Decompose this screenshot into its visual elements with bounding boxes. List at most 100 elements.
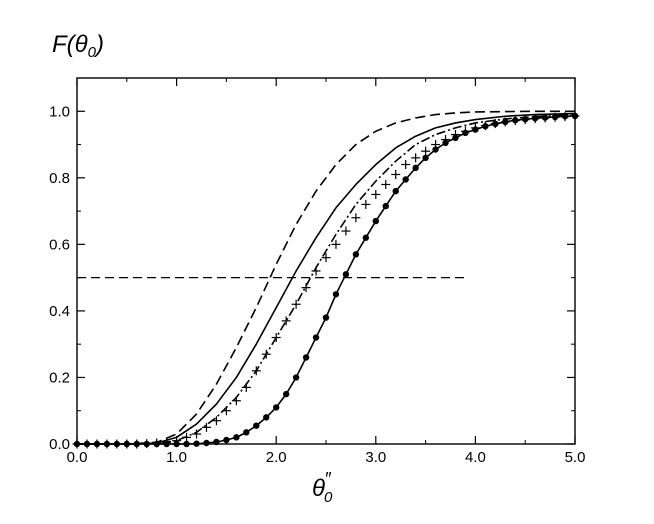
plus-marker [391, 169, 401, 179]
circle-marker [362, 234, 370, 241]
circle-marker [502, 118, 509, 126]
circle-marker [541, 114, 549, 121]
x-tick-label: 1.0 [166, 449, 187, 466]
circle-marker [402, 176, 409, 183]
plus-marker [321, 253, 331, 263]
x-tick-label: 4.0 [465, 449, 486, 466]
circle-marker [382, 202, 389, 210]
series-line [77, 115, 576, 445]
circle-marker [412, 164, 419, 172]
circle-marker [492, 120, 499, 128]
series-line [77, 112, 576, 445]
circle-marker [312, 334, 320, 341]
plus-marker [421, 146, 431, 156]
plus-marker [201, 422, 211, 432]
plus-marker [261, 349, 271, 359]
circle-marker [243, 429, 250, 436]
series-1 [77, 112, 576, 445]
circle-marker [571, 112, 579, 120]
circle-marker [551, 113, 559, 121]
y-tick-label: 0.8 [49, 170, 70, 187]
series-line [77, 113, 576, 445]
circle-marker [193, 440, 200, 447]
plus-marker [341, 226, 351, 236]
axis-ticks [76, 77, 576, 445]
plus-marker [251, 366, 261, 376]
circle-marker [253, 422, 260, 429]
y-axis-title: F(θ0) [52, 31, 104, 61]
plus-marker [291, 299, 301, 309]
plus-marker [271, 333, 281, 343]
series-3 [72, 111, 580, 449]
circle-marker [531, 115, 539, 122]
plus-marker [192, 429, 202, 439]
plus-marker [361, 199, 371, 209]
plus-marker [241, 382, 251, 392]
circle-marker [342, 271, 350, 278]
series-line [77, 110, 575, 445]
y-tick-label: 0.6 [49, 236, 70, 253]
circle-marker [103, 440, 111, 448]
plus-marker [371, 189, 381, 199]
y-tick-label: 0.4 [49, 303, 70, 320]
circle-marker [173, 440, 180, 448]
circle-marker [153, 440, 160, 448]
series-4 [73, 112, 579, 448]
circle-marker [273, 404, 280, 411]
plus-marker [211, 416, 221, 426]
circle-marker [442, 139, 449, 147]
circle-marker [73, 440, 81, 448]
circle-marker [302, 354, 310, 361]
x-tick-label: 2.0 [266, 449, 287, 466]
circle-marker [213, 438, 220, 446]
y-tick-label: 0.2 [49, 369, 70, 386]
plus-marker [401, 160, 411, 170]
circle-marker [282, 390, 290, 398]
plus-marker [381, 179, 391, 189]
circle-marker [133, 440, 140, 448]
circle-marker [123, 440, 130, 448]
plus-marker [231, 396, 241, 406]
circle-marker [392, 187, 399, 195]
y-tick-label: 0.0 [49, 436, 70, 453]
circle-marker [143, 440, 150, 448]
circle-marker [203, 439, 210, 447]
circle-marker [462, 129, 469, 137]
circle-marker [322, 314, 330, 321]
plus-marker [301, 283, 311, 293]
series-2 [77, 113, 576, 445]
circle-marker [522, 116, 529, 123]
circle-marker [332, 291, 340, 298]
plus-marker [331, 239, 341, 249]
circle-marker [482, 123, 489, 130]
plus-marker [351, 213, 361, 223]
circle-marker [113, 440, 121, 448]
circle-marker [223, 436, 230, 444]
circle-marker [93, 440, 101, 448]
circle-marker [561, 113, 569, 120]
plus-marker [182, 432, 192, 442]
circle-marker [163, 440, 170, 448]
circle-marker [263, 414, 270, 421]
circle-marker [432, 146, 439, 153]
x-tick-label: 0.0 [67, 449, 88, 466]
circle-marker [292, 374, 300, 381]
circle-marker [472, 126, 479, 133]
plus-marker [411, 153, 421, 163]
circle-marker [233, 434, 240, 441]
x-tick-label: 5.0 [565, 449, 586, 466]
plus-marker [281, 316, 291, 326]
plus-marker [311, 266, 321, 276]
circle-marker [452, 134, 459, 142]
plus-marker [221, 406, 231, 416]
circle-marker [183, 440, 190, 448]
circle-marker [352, 251, 360, 258]
tick-labels: 0.0 1.0 2.0 3.0 4.0 5.0 0.0 0.2 0.4 0.6 0.8 1.0 [49, 103, 585, 466]
circle-marker [83, 440, 91, 448]
circle-marker [422, 154, 429, 162]
x-axis-title: θ0″ [312, 469, 333, 506]
series-layer [72, 110, 580, 449]
circle-marker [372, 217, 379, 225]
x-tick-label: 3.0 [365, 449, 386, 466]
